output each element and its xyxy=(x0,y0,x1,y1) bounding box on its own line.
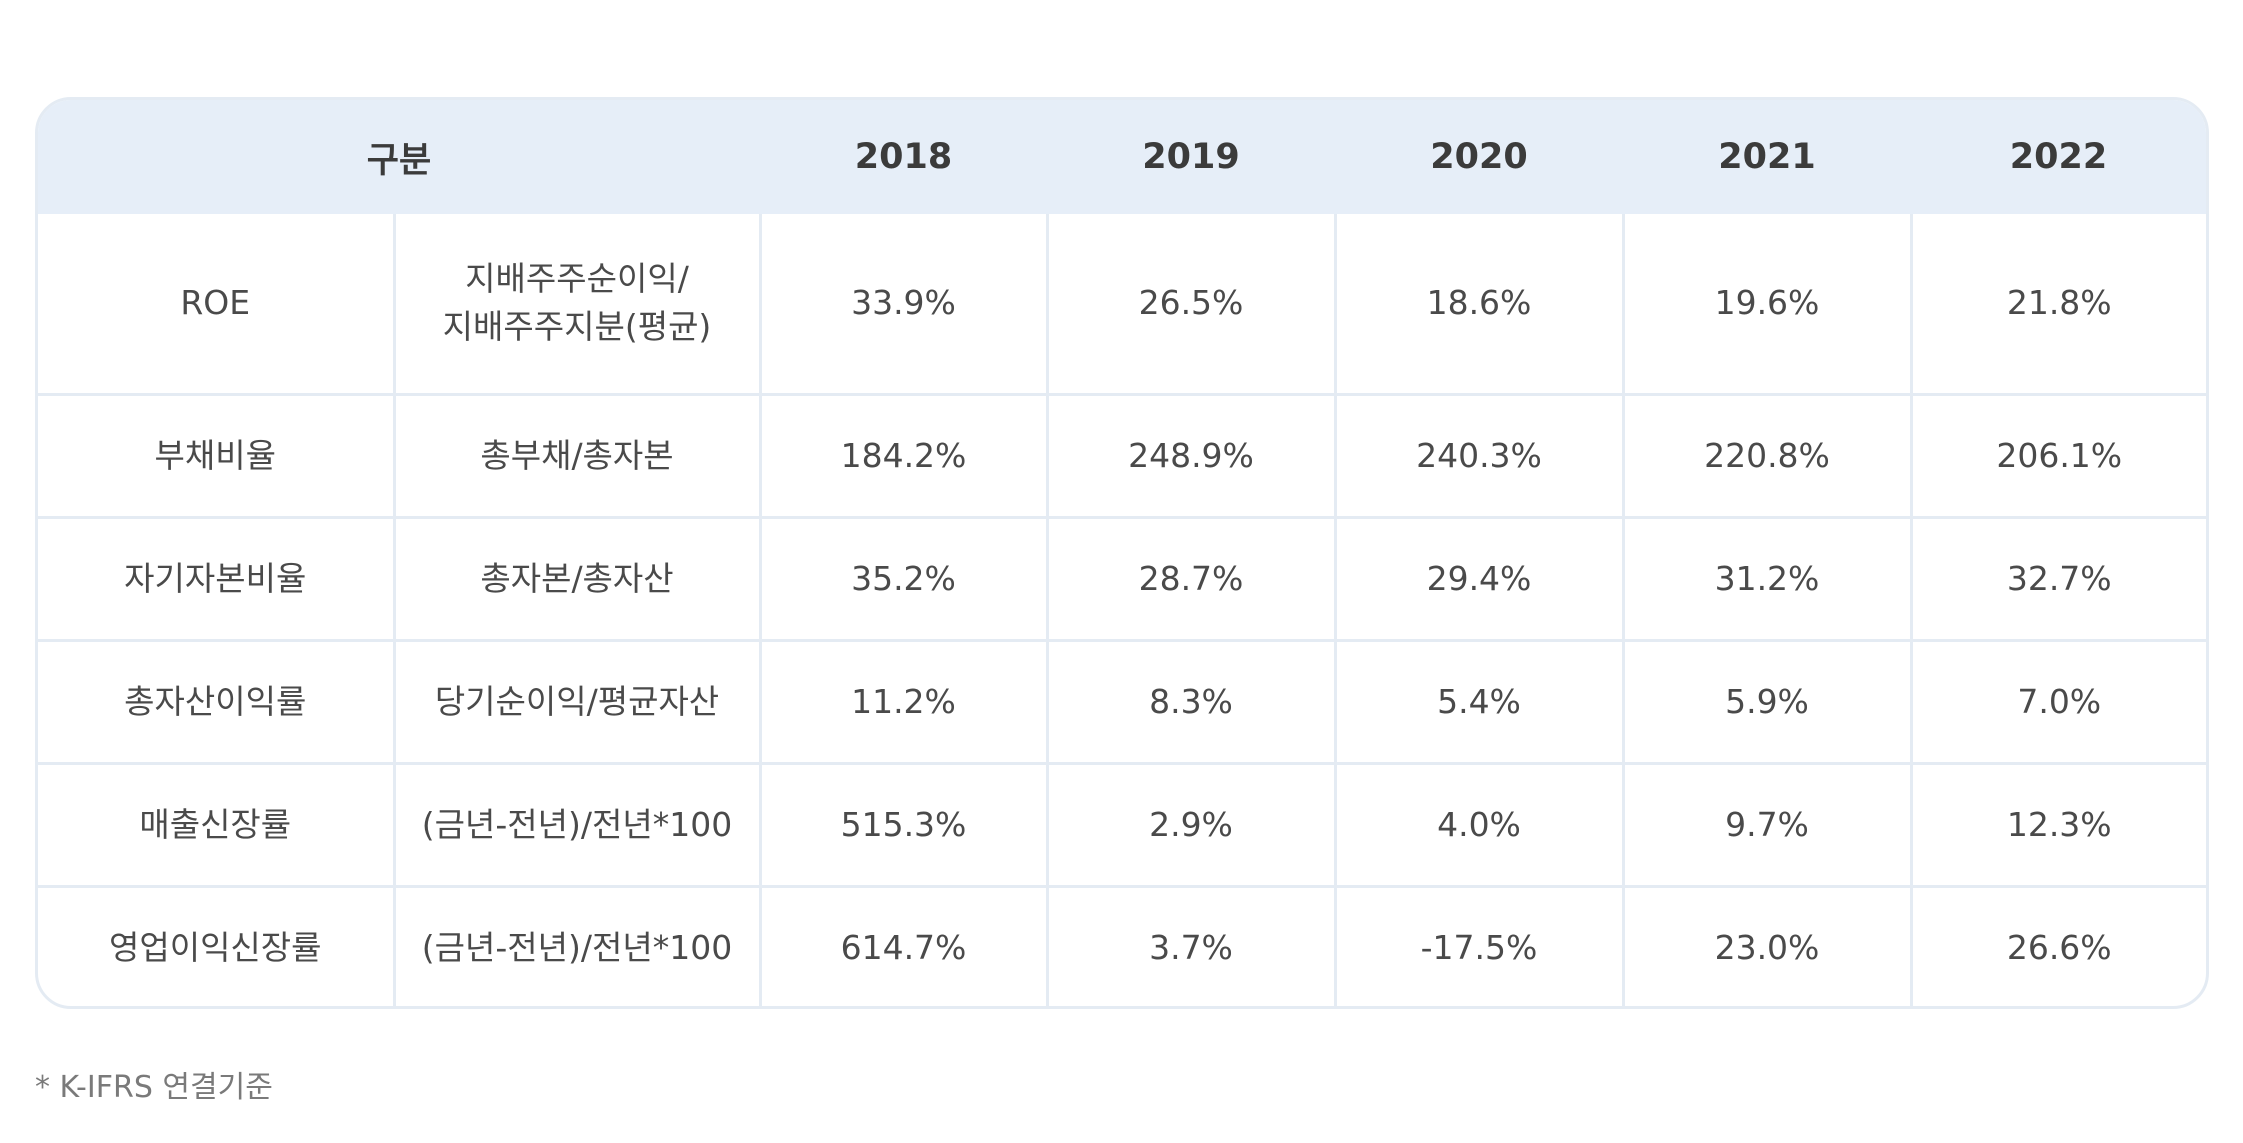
table-row-roa: 총자산이익률 당기순이익/평균자산 11.2% 8.3% 5.4% 5.9% 7… xyxy=(38,638,2206,765)
table-row-equity-ratio: 자기자본비율 총자본/총자산 35.2% 28.7% 29.4% 31.2% 3… xyxy=(38,515,2206,642)
financial-ratio-table: 구분 2018 2019 2020 2021 2022 ROE 지배주주순이익/… xyxy=(38,100,2206,1006)
header-year-2020: 2020 xyxy=(1335,100,1623,214)
cell-2019: 28.7% xyxy=(1045,515,1337,642)
cell-2018: 614.7% xyxy=(758,884,1049,1006)
cell-2021: 5.9% xyxy=(1621,638,1913,765)
table-row-sales-growth: 매출신장률 (금년-전년)/전년*100 515.3% 2.9% 4.0% 9.… xyxy=(38,761,2206,888)
footnote: * K-IFRS 연결기준 xyxy=(35,1070,273,1105)
cell-2019: 8.3% xyxy=(1045,638,1337,765)
row-formula-line2: 지배주주지분(평균) xyxy=(442,307,712,347)
cell-2019: 3.7% xyxy=(1045,884,1337,1006)
cell-2018: 184.2% xyxy=(758,392,1049,519)
cell-2021: 31.2% xyxy=(1621,515,1913,642)
cell-2020: 240.3% xyxy=(1333,392,1625,519)
table-body: ROE 지배주주순이익/ 지배주주지분(평균) 33.9% 26.5% 18.6… xyxy=(38,214,2206,1006)
row-formula-line1: 지배주주순이익/ xyxy=(465,259,689,299)
row-name: ROE xyxy=(38,214,396,396)
cell-2018: 515.3% xyxy=(758,761,1049,888)
row-formula: 총자본/총자산 xyxy=(392,515,762,642)
cell-2021: 220.8% xyxy=(1621,392,1913,519)
table-header: 구분 2018 2019 2020 2021 2022 xyxy=(38,100,2206,214)
cell-2022: 26.6% xyxy=(1909,884,2206,1006)
cell-2020: 18.6% xyxy=(1333,214,1625,396)
header-year-2021: 2021 xyxy=(1623,100,1911,214)
row-formula: (금년-전년)/전년*100 xyxy=(392,884,762,1006)
row-name: 매출신장률 xyxy=(38,761,396,888)
header-year-2019: 2019 xyxy=(1047,100,1335,214)
cell-2019: 26.5% xyxy=(1045,214,1337,396)
row-formula: 총부채/총자본 xyxy=(392,392,762,519)
table-row-roe: ROE 지배주주순이익/ 지배주주지분(평균) 33.9% 26.5% 18.6… xyxy=(38,214,2206,396)
cell-2020: -17.5% xyxy=(1333,884,1625,1006)
header-year-2018: 2018 xyxy=(760,100,1047,214)
row-name: 총자산이익률 xyxy=(38,638,396,765)
cell-2018: 11.2% xyxy=(758,638,1049,765)
row-name: 자기자본비율 xyxy=(38,515,396,642)
header-category: 구분 xyxy=(38,100,760,214)
cell-2018: 35.2% xyxy=(758,515,1049,642)
table-row-operating-profit-growth: 영업이익신장률 (금년-전년)/전년*100 614.7% 3.7% -17.5… xyxy=(38,884,2206,1006)
cell-2021: 19.6% xyxy=(1621,214,1913,396)
cell-2022: 32.7% xyxy=(1909,515,2206,642)
cell-2021: 9.7% xyxy=(1621,761,1913,888)
row-formula: (금년-전년)/전년*100 xyxy=(392,761,762,888)
cell-2019: 248.9% xyxy=(1045,392,1337,519)
financial-ratio-table-card: 구분 2018 2019 2020 2021 2022 ROE 지배주주순이익/… xyxy=(35,97,2209,1009)
cell-2022: 12.3% xyxy=(1909,761,2206,888)
cell-2021: 23.0% xyxy=(1621,884,1913,1006)
cell-2020: 29.4% xyxy=(1333,515,1625,642)
cell-2020: 4.0% xyxy=(1333,761,1625,888)
cell-2022: 206.1% xyxy=(1909,392,2206,519)
cell-2020: 5.4% xyxy=(1333,638,1625,765)
row-name: 영업이익신장률 xyxy=(38,884,396,1006)
row-name: 부채비율 xyxy=(38,392,396,519)
header-year-2022: 2022 xyxy=(1911,100,2206,214)
cell-2022: 7.0% xyxy=(1909,638,2206,765)
row-formula: 지배주주순이익/ 지배주주지분(평균) xyxy=(392,214,762,396)
header-row: 구분 2018 2019 2020 2021 2022 xyxy=(38,100,2206,214)
table-row-debt-ratio: 부채비율 총부채/총자본 184.2% 248.9% 240.3% 220.8%… xyxy=(38,392,2206,519)
cell-2018: 33.9% xyxy=(758,214,1049,396)
row-formula: 당기순이익/평균자산 xyxy=(392,638,762,765)
cell-2019: 2.9% xyxy=(1045,761,1337,888)
cell-2022: 21.8% xyxy=(1909,214,2206,396)
